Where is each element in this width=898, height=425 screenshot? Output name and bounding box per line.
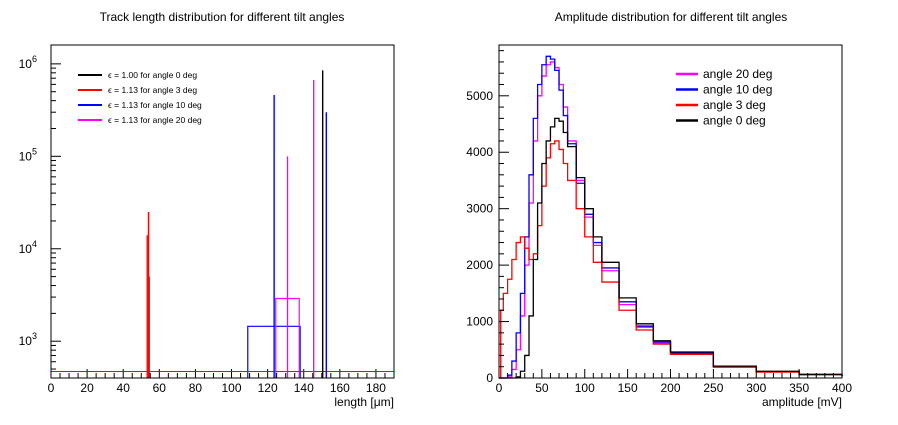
plot-frame [498,44,843,379]
legend: ϵ = 1.00 for angle 0 deg ϵ = 1.13 for ang… [78,70,202,125]
x-axis-label: length [μm] [334,395,394,409]
series-line [499,140,843,379]
x-tick-label: 60 [153,381,167,395]
x-axis-label: amplitude [mV] [762,395,842,409]
series-group [51,70,394,378]
y-axis-ticks: 103 104 105 106 [19,54,61,379]
x-tick-label: 0 [48,381,55,395]
chart-amplitude: Amplitude distribution for different til… [466,10,852,409]
y-tick-label: 0 [486,371,493,385]
x-tick-label: 300 [746,381,766,395]
x-tick-label: 400 [832,381,852,395]
y-tick-label: 105 [19,146,37,163]
x-tick-label: 200 [660,381,680,395]
x-tick-label: 100 [575,381,595,395]
legend-label: angle 0 deg [703,114,766,128]
legend-label: angle 10 deg [703,83,772,97]
x-tick-label: 80 [189,381,203,395]
y-tick-label: 103 [19,331,37,348]
y-tick-label: 5000 [466,89,493,103]
legend-label: ϵ = 1.00 for angle 0 deg [108,70,197,80]
x-tick-label: 0 [496,381,503,395]
x-tick-label: 250 [703,381,723,395]
y-tick-label: 104 [19,239,37,256]
legend-label: angle 20 deg [703,67,772,81]
x-tick-label: 180 [366,381,386,395]
y-axis-ticks: 0 1000 2000 3000 4000 5000 [466,50,509,385]
y-tick-label: 2000 [466,258,493,272]
series-line [499,55,843,379]
x-tick-label: 100 [222,381,242,395]
x-tick-label: 160 [330,381,350,395]
x-tick-label: 140 [294,381,314,395]
x-tick-label: 350 [789,381,809,395]
series-group [499,55,843,379]
y-tick-label: 3000 [466,202,493,216]
x-tick-label: 120 [258,381,278,395]
y-tick-label: 4000 [466,145,493,159]
x-tick-label: 20 [80,381,94,395]
x-tick-label: 50 [535,381,549,395]
legend-label: ϵ = 1.13 for angle 3 deg [108,85,197,95]
legend-label: ϵ = 1.13 for angle 20 deg [108,115,202,125]
y-tick-label: 106 [19,54,37,71]
plot-area-right: 0 50 100 150 200 250 300 350 400 0 1000 2000 3000 40… [466,44,852,395]
legend-label: ϵ = 1.13 for angle 10 deg [108,100,202,110]
y-tick-label: 1000 [466,315,493,329]
x-tick-label: 150 [618,381,638,395]
chart-title: Track length distribution for different … [100,10,345,24]
legend-label: angle 3 deg [703,98,766,112]
plot-area-left: 0 20 40 60 80 100 120 140 160 180 103 104 105 106 [19,44,395,395]
x-axis-ticks: 0 50 100 150 200 250 300 350 400 [496,369,852,395]
series-line [499,61,843,379]
x-axis-ticks: 0 20 40 60 80 100 120 140 160 180 [48,369,395,395]
plot-frame [50,44,395,379]
chart-title: Amplitude distribution for different til… [555,10,788,24]
series-line [499,117,843,379]
chart-track-length: Track length distribution for different … [19,10,395,409]
x-tick-label: 40 [117,381,131,395]
